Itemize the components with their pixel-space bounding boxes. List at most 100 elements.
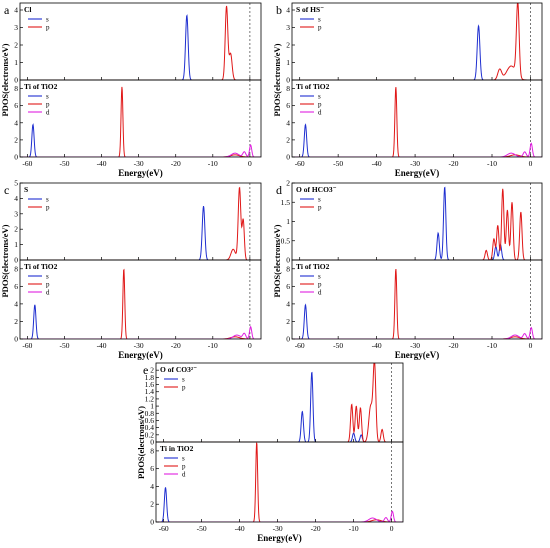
panel-c: c PDOS(electrons/eV) Energy(eV) xyxy=(0,183,163,360)
x-tick-label: 0 xyxy=(529,341,533,350)
x-tick-label: -10 xyxy=(208,341,218,350)
x-tick-label: -10 xyxy=(487,159,497,168)
y-tick-label: 3 xyxy=(14,23,18,32)
x-tick-label: -20 xyxy=(171,159,181,168)
legend-p-label: p xyxy=(318,24,322,32)
axes-frame xyxy=(291,259,543,340)
panel-letter: a xyxy=(4,3,10,17)
legend-s-label: s xyxy=(46,16,49,24)
x-tick-label: -40 xyxy=(235,524,245,533)
y-tick-label: 1.4 xyxy=(145,387,155,396)
x-axis-label: Energy(eV) xyxy=(257,533,302,543)
series-p-line xyxy=(292,87,542,157)
y-tick-label: 4 xyxy=(14,118,18,127)
x-axis-label: Energy(eV) xyxy=(395,168,440,178)
x-tick-label: -60 xyxy=(22,159,32,168)
x-tick-label: -30 xyxy=(410,341,420,350)
x-tick-label: -10 xyxy=(208,159,218,168)
legend-d-label: d xyxy=(46,109,50,117)
y-tick-label: 0 xyxy=(286,76,290,85)
y-tick-label: 3 xyxy=(14,209,18,218)
x-tick-label: -50 xyxy=(59,159,69,168)
subplot-label: Ti of TiO2 xyxy=(296,262,330,271)
x-axis-label: Energy(eV) xyxy=(118,168,163,178)
y-axis-label: PDOS(electrons/eV) xyxy=(272,224,282,297)
y-tick-label: 6 xyxy=(14,101,18,110)
x-tick-label: -60 xyxy=(22,341,32,350)
x-tick-label: -30 xyxy=(410,159,420,168)
y-tick-label: 0 xyxy=(14,76,18,85)
legend-p-label: p xyxy=(318,281,322,289)
series-d-line xyxy=(292,326,542,339)
x-tick-label: -40 xyxy=(97,159,107,168)
series-s-line xyxy=(292,303,542,339)
legend-d-label: d xyxy=(318,109,322,117)
legend-s-label: s xyxy=(182,376,185,384)
x-tick-label: -40 xyxy=(372,341,382,350)
panel-e: e PDOS(electrons/eV) Energy(eV) xyxy=(136,363,302,543)
series-s-line xyxy=(156,371,403,442)
y-tick-label: 4 xyxy=(14,194,18,203)
axes-frame xyxy=(19,259,262,340)
y-tick-label: 8 xyxy=(150,446,154,455)
x-tick-label: -10 xyxy=(349,524,359,533)
series-p-line xyxy=(292,268,542,339)
x-tick-label: -20 xyxy=(311,524,321,533)
y-tick-label: 2 xyxy=(14,225,18,234)
y-tick-label: 2 xyxy=(286,41,290,50)
series-p-line xyxy=(20,186,261,260)
legend-s-label: s xyxy=(318,273,321,281)
x-tick-label: -20 xyxy=(449,159,459,168)
y-tick-label: 0 xyxy=(286,256,290,265)
y-tick-label: 1 xyxy=(286,217,290,226)
x-tick-label: 0 xyxy=(529,159,533,168)
x-tick-label: -30 xyxy=(134,159,144,168)
y-tick-label: 1.2 xyxy=(145,394,155,403)
x-tick-label: -50 xyxy=(333,341,343,350)
legend-p-label: p xyxy=(46,281,50,289)
y-tick-label: 6 xyxy=(150,464,154,473)
legend-s-label: s xyxy=(46,273,49,281)
y-tick-label: 8 xyxy=(286,84,290,93)
x-tick-label: -60 xyxy=(295,341,305,350)
panel-letter: e xyxy=(143,363,148,377)
y-tick-label: 2 xyxy=(14,41,18,50)
y-tick-label: 6 xyxy=(14,282,18,291)
series-p-line xyxy=(292,3,542,80)
panel-letter: c xyxy=(4,183,9,197)
y-tick-label: 0 xyxy=(14,153,18,162)
legend-s-label: s xyxy=(182,455,185,463)
y-tick-label: 2 xyxy=(150,500,154,509)
legend-s-label: s xyxy=(46,93,49,101)
y-tick-label: 2 xyxy=(14,317,18,326)
y-tick-label: 8 xyxy=(14,264,18,273)
y-tick-label: 1.8 xyxy=(145,373,155,382)
panel-letter: d xyxy=(276,183,282,197)
y-tick-label: 0 xyxy=(14,335,18,344)
y-tick-label: 0 xyxy=(286,153,290,162)
p0top-subplot: 0 1 2 3 4 Cl sp xyxy=(14,2,262,85)
legend-s-label: s xyxy=(46,196,49,204)
subplot-label: Cl xyxy=(24,5,32,14)
y-tick-label: 4 xyxy=(14,299,18,308)
axes-frame xyxy=(155,362,404,443)
y-tick-label: 2 xyxy=(150,366,154,375)
legend-d-label: d xyxy=(318,289,322,297)
y-tick-label: 1 xyxy=(14,240,18,249)
p3top-subplot: 0 0.5 1 1.5 2 O of HCO3⁻ sp xyxy=(281,179,543,265)
y-tick-label: 1.5 xyxy=(281,198,291,207)
panel-b: b PDOS(electrons/eV) Energy(eV) xyxy=(272,3,439,178)
legend-p-label: p xyxy=(318,204,322,212)
series-p-line xyxy=(156,442,403,522)
y-tick-label: 4 xyxy=(286,118,290,127)
x-tick-label: -10 xyxy=(487,341,497,350)
series-d-line xyxy=(292,142,542,157)
y-tick-label: 6 xyxy=(286,101,290,110)
series-p-line xyxy=(20,5,261,80)
series-s-line xyxy=(20,123,261,157)
subplot-label: Ti of TiO2 xyxy=(296,82,330,91)
p4bot-subplot: 0 2 4 6 8 -60 -50 -40 -30 -20 -10 0 Ti in TiO2 spd xyxy=(150,441,404,533)
x-tick-label: -40 xyxy=(372,159,382,168)
series-s-line xyxy=(20,304,261,339)
